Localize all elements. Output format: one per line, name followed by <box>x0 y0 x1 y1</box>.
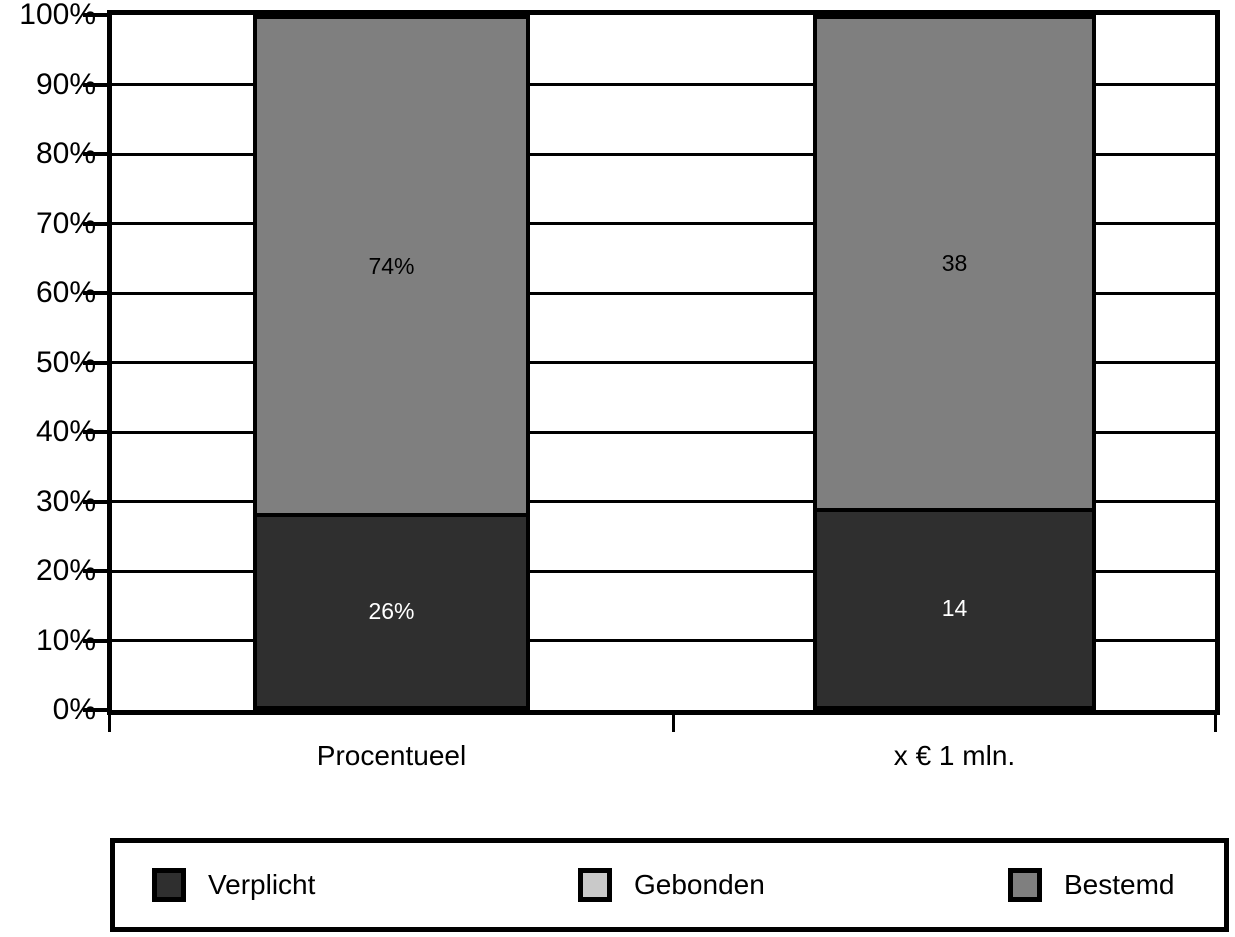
stacked-bar: 26% 74% <box>253 15 530 710</box>
gridline <box>112 500 1215 503</box>
x-axis-tick <box>1214 715 1217 732</box>
y-axis-tick <box>83 430 107 434</box>
gridline <box>112 361 1215 364</box>
y-axis-tick <box>83 499 107 504</box>
gridline <box>112 291 1215 295</box>
plot-area: 0% 10% 20% 30% 40% 50% 60% 70% 80% 90% 100% 26% 74% P… <box>19 0 1220 771</box>
legend-item-gebonden: Gebonden <box>578 868 765 902</box>
legend-swatch-icon <box>578 868 612 902</box>
y-axis-tick-label: 60% <box>35 276 96 309</box>
x-axis-tick <box>108 715 111 732</box>
y-axis-tick-label: 100% <box>19 0 96 31</box>
bar-segment-label: 26% <box>368 598 415 625</box>
y-axis-tick-label: 70% <box>35 206 96 240</box>
y-axis-tick <box>83 82 107 87</box>
gridline <box>112 430 1215 434</box>
y-axis-tick-label: 30% <box>35 484 96 518</box>
legend: Verplicht Gebonden Bestemd <box>110 838 1229 932</box>
y-axis-tick <box>83 291 107 295</box>
y-axis-tick <box>83 152 107 156</box>
legend-label: Gebonden <box>634 869 765 900</box>
y-axis-tick <box>83 638 107 643</box>
y-axis-tick-label: 80% <box>35 137 96 170</box>
legend-label: Verplicht <box>208 869 316 900</box>
legend-item-bestemd: Bestemd <box>1008 868 1175 902</box>
gridline <box>112 569 1215 573</box>
y-axis-tick-label: 10% <box>35 623 96 657</box>
y-axis-tick-label: 50% <box>35 345 96 379</box>
y-axis-tick <box>83 708 107 712</box>
x-axis-category-label: x € 1 mln. <box>893 740 1016 771</box>
legend-label: Bestemd <box>1064 869 1175 900</box>
stacked-bar: 14 38 <box>813 15 1096 710</box>
gridline <box>112 222 1215 225</box>
y-axis-tick-label: 0% <box>52 693 96 726</box>
gridline <box>112 152 1215 156</box>
y-axis-tick <box>83 360 107 365</box>
y-axis-tick-label: 90% <box>35 67 96 101</box>
y-axis-tick <box>83 13 107 17</box>
bar-segment-bestemd: 74% <box>257 19 526 518</box>
bar-segment-bestemd: 38 <box>817 19 1092 512</box>
legend-swatch-icon <box>152 868 186 902</box>
bar-segment-verplicht: 26% <box>257 517 526 706</box>
x-axis-tick <box>672 715 675 732</box>
bar-segment-verplicht: 14 <box>817 511 1092 706</box>
y-axis-tick-label: 40% <box>35 415 96 448</box>
legend-swatch-icon <box>1008 868 1042 902</box>
bar-segment-label: 38 <box>941 249 968 276</box>
bar-segment-label: 14 <box>941 595 968 622</box>
y-axis-tick-label: 20% <box>35 554 96 587</box>
x-axis-category-label: Procentueel <box>316 740 467 771</box>
y-axis-tick <box>83 221 107 226</box>
gridline <box>112 639 1215 642</box>
legend-item-verplicht: Verplicht <box>152 868 315 902</box>
gridline <box>112 83 1215 86</box>
bar-segment-label: 74% <box>368 252 415 279</box>
y-axis-tick <box>83 569 107 573</box>
